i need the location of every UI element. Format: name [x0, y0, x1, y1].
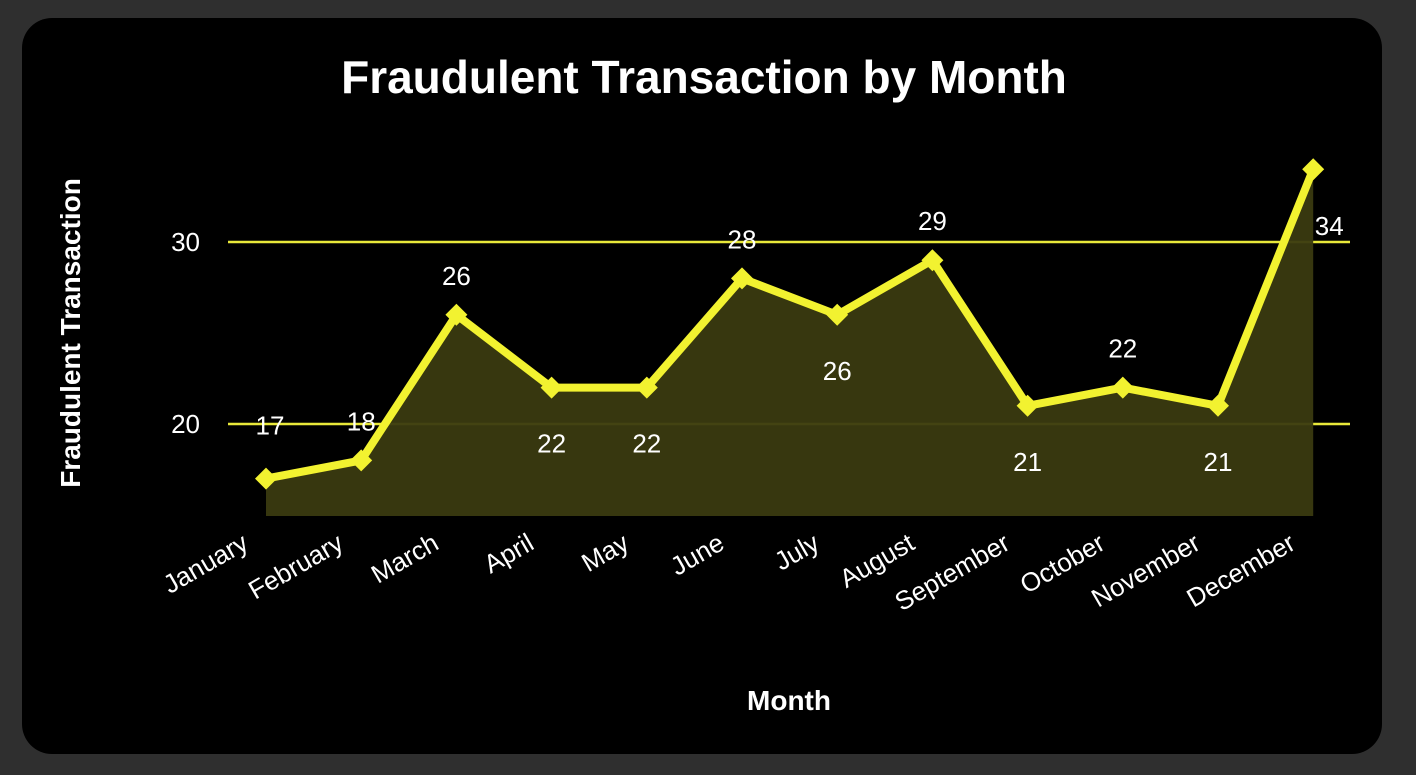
marker-december: [1302, 158, 1325, 181]
series-line: [262, 165, 1318, 483]
data-label-january: 17: [256, 411, 285, 441]
marker-september: [1016, 394, 1039, 417]
marker-january: [255, 467, 277, 490]
label-layer: 17 18 26 22 22 28 26 29 21 22 21 34: [256, 206, 1344, 477]
line-layer: [262, 165, 1318, 483]
x-axis-title: Month: [747, 685, 831, 716]
data-label-march: 26: [442, 261, 471, 291]
marker-march: [445, 303, 468, 326]
data-label-june: 28: [728, 224, 757, 254]
y-tick-label-20: 20: [171, 409, 200, 439]
marker-november: [1207, 394, 1229, 417]
data-label-august: 29: [918, 206, 947, 236]
marker-may: [635, 376, 658, 399]
y-tick-label-30: 30: [171, 227, 200, 257]
data-label-december: 34: [1315, 211, 1344, 241]
x-tick-label-may: May: [576, 527, 634, 578]
data-label-july: 26: [823, 356, 852, 386]
area-layer: [266, 169, 1314, 516]
data-label-april: 22: [537, 429, 566, 459]
x-tick-label-june: June: [665, 527, 729, 581]
x-tick-label-december: December: [1181, 527, 1300, 613]
x-tick-label-january: January: [158, 527, 253, 599]
marker-july: [826, 303, 849, 326]
data-label-february: 18: [347, 406, 376, 436]
marker-april: [540, 376, 563, 399]
marker-august: [921, 249, 944, 272]
x-tick-label-november: November: [1086, 527, 1205, 613]
x-tick-label-february: February: [243, 527, 348, 605]
x-tick-label-march: March: [366, 527, 444, 589]
marker-october: [1111, 376, 1134, 399]
marker-february: [350, 449, 373, 472]
data-label-september: 21: [1013, 447, 1042, 477]
data-label-may: 22: [632, 429, 661, 459]
y-axis-title: Fraudulent Transaction: [55, 178, 86, 488]
area-fill: [266, 169, 1314, 516]
data-label-november: 21: [1204, 447, 1233, 477]
data-label-october: 22: [1108, 334, 1137, 364]
x-tick-label-april: April: [479, 527, 539, 579]
chart-title: Fraudulent Transaction by Month: [341, 51, 1067, 103]
marker-layer: [255, 158, 1325, 490]
x-tick-label-july: July: [769, 527, 824, 576]
marker-june: [731, 267, 753, 290]
